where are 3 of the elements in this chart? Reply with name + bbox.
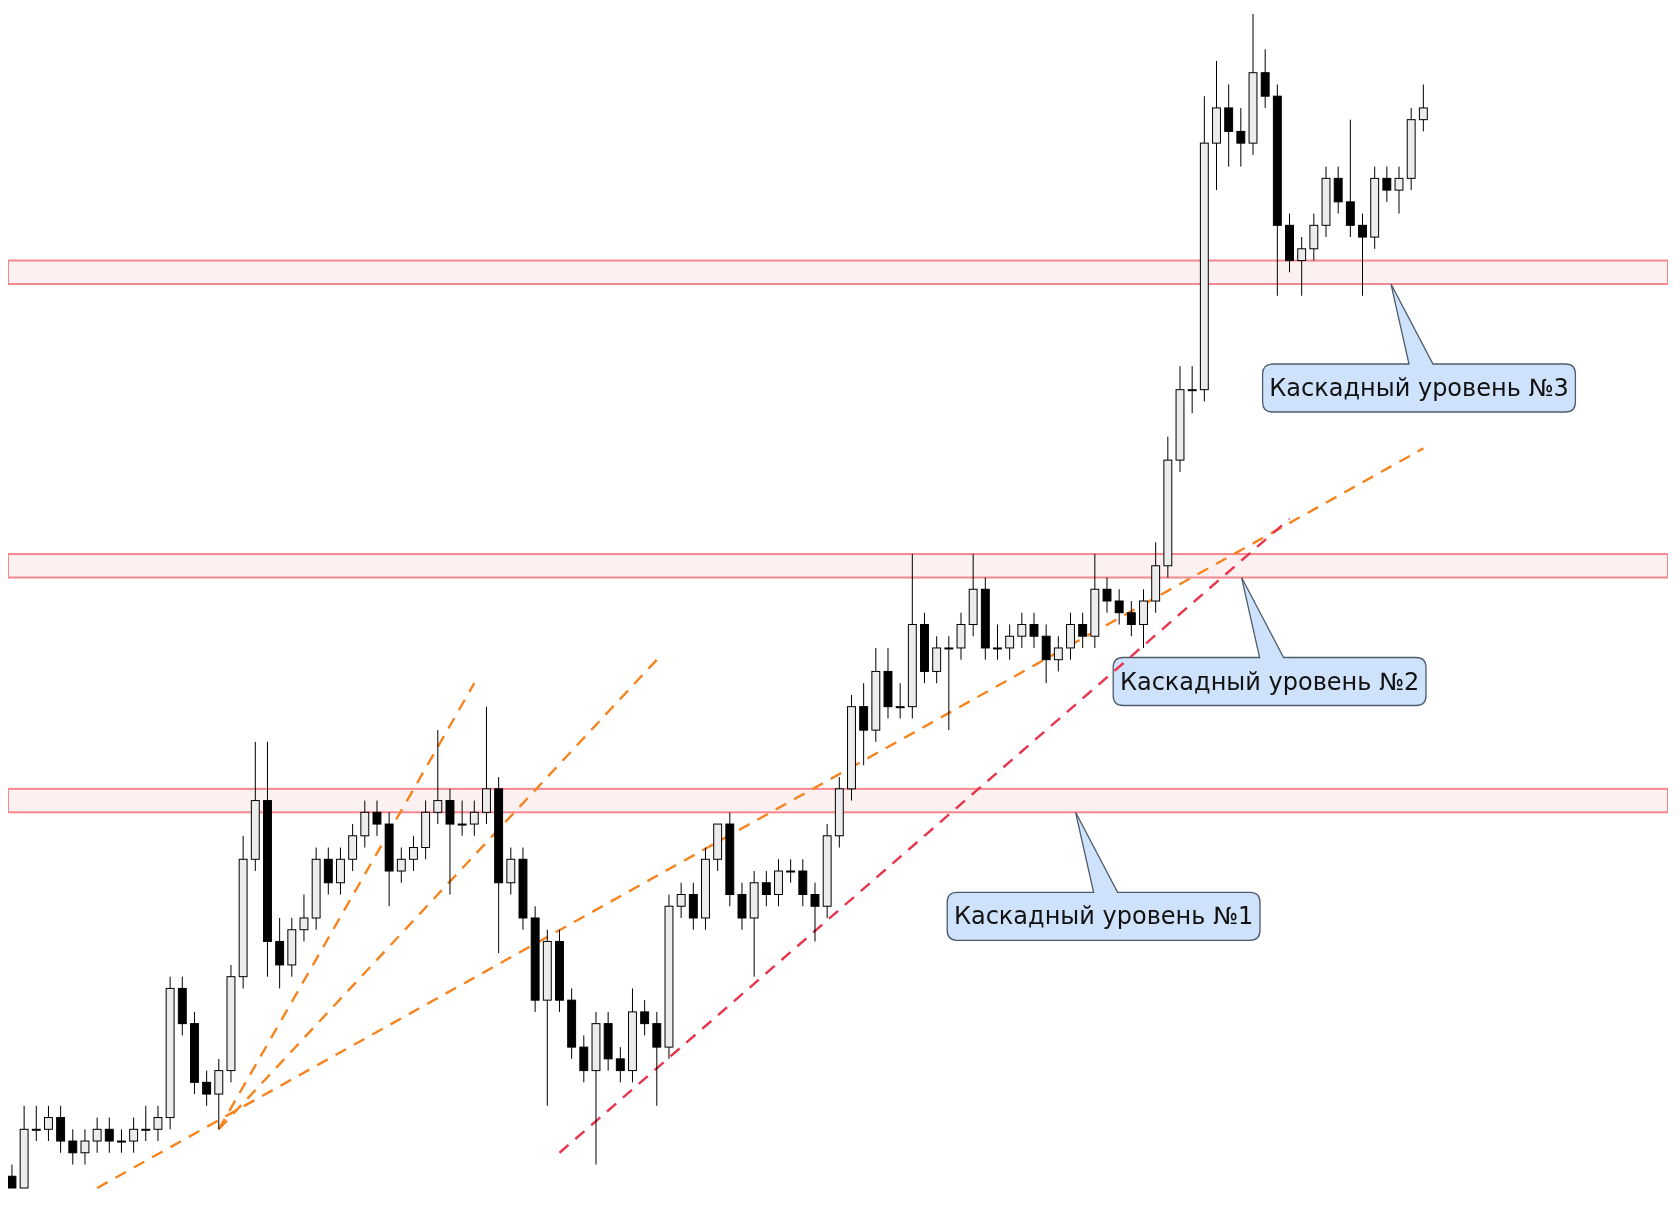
annotation: Каскадный уровень №2 — [1119, 667, 1420, 696]
annotation: Каскадный уровень №3 — [1269, 374, 1569, 403]
annotation: Каскадный уровень №1 — [953, 902, 1254, 931]
